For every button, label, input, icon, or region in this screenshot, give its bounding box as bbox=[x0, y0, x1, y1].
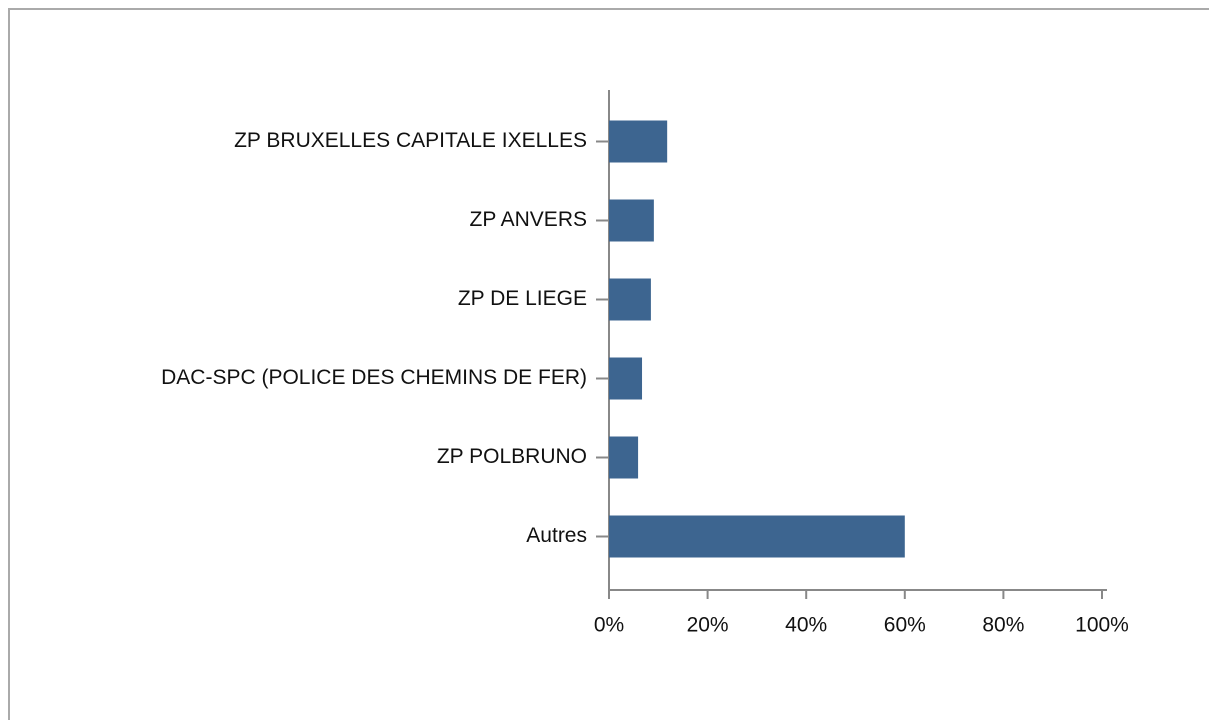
bar bbox=[609, 120, 668, 163]
y-tick-label: DAC-SPC (POLICE DES CHEMINS DE FER) bbox=[161, 366, 587, 389]
x-tick-label: 40% bbox=[785, 614, 827, 637]
x-tick-label: 100% bbox=[1075, 614, 1129, 637]
y-tick-label: ZP BRUXELLES CAPITALE IXELLES bbox=[234, 129, 587, 152]
x-tick-label: 20% bbox=[687, 614, 729, 637]
bar bbox=[609, 278, 651, 321]
y-tick-label: ZP ANVERS bbox=[470, 208, 588, 231]
y-tick-label: Autres bbox=[526, 524, 587, 547]
y-tick-label: ZP POLBRUNO bbox=[437, 445, 587, 468]
frame bbox=[8, 8, 1209, 720]
x-tick-label: 0% bbox=[594, 614, 624, 637]
y-tick-label: ZP DE LIEGE bbox=[458, 287, 587, 310]
x-tick-label: 60% bbox=[884, 614, 926, 637]
bar bbox=[609, 515, 905, 558]
bar bbox=[609, 199, 654, 242]
x-tick-label: 80% bbox=[982, 614, 1024, 637]
bar bbox=[609, 357, 643, 400]
bar bbox=[609, 436, 639, 479]
